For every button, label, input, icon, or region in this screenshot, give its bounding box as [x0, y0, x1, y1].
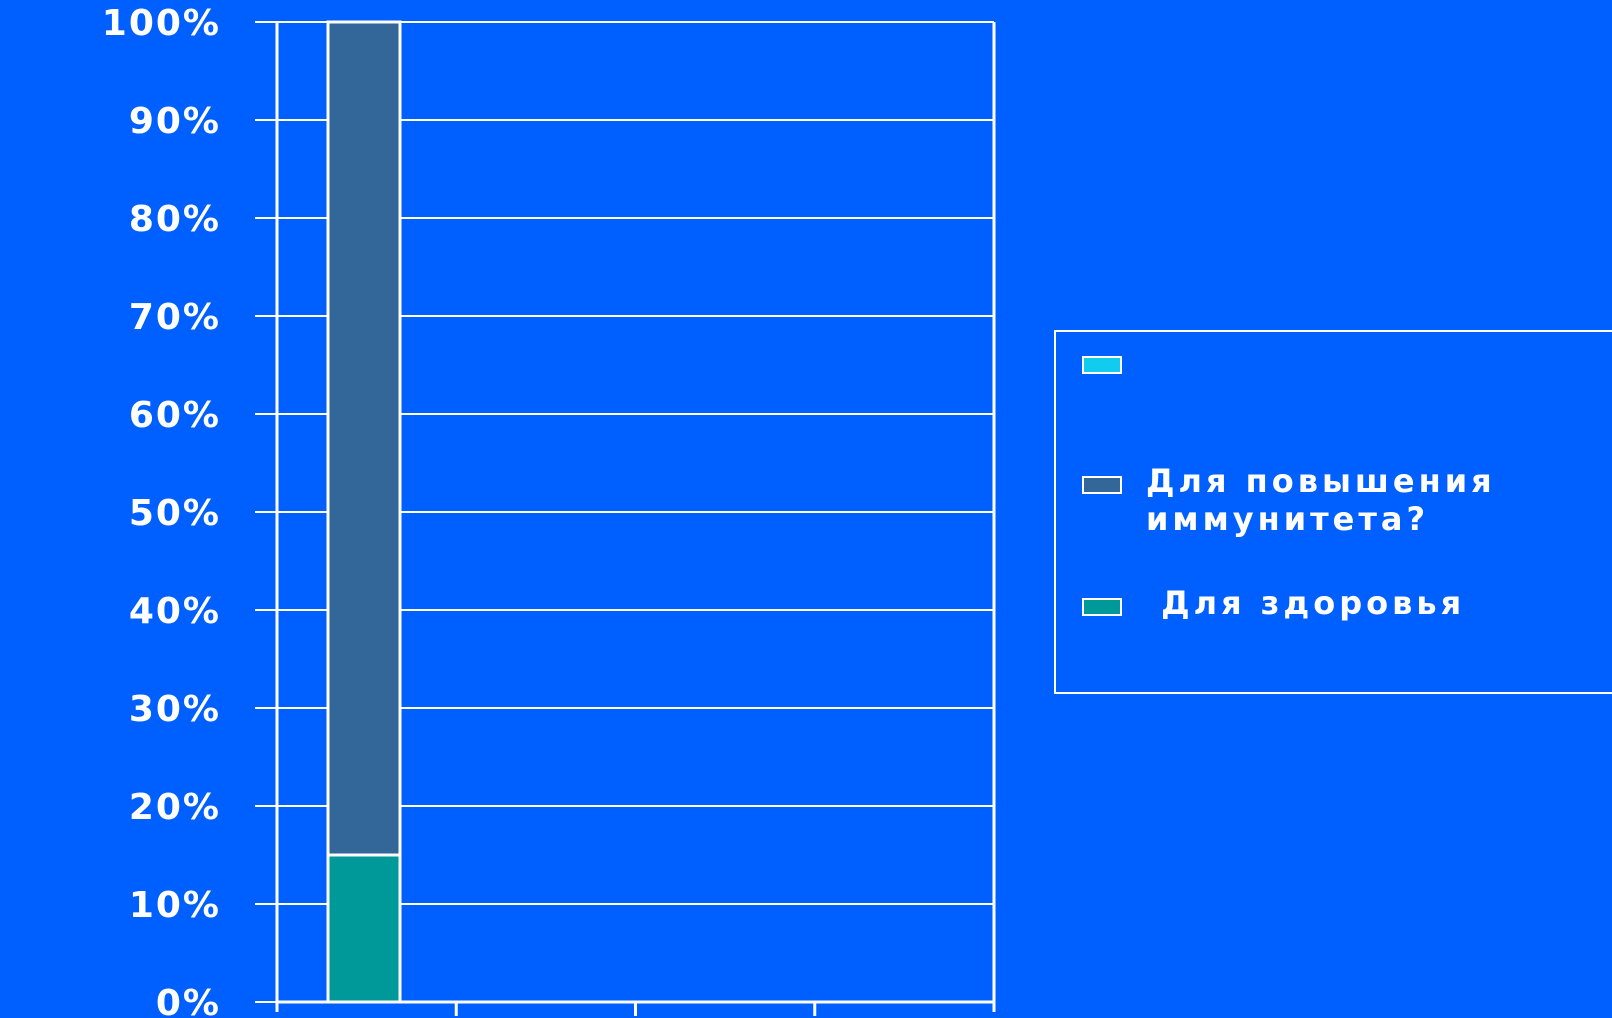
y-tick-label: 90% [129, 101, 221, 142]
bars [326, 20, 402, 1004]
legend-label-immunity: Для повышения иммунитета? [1146, 462, 1511, 538]
y-tick-label: 10% [129, 885, 221, 926]
legend-item-health: Для здоровья [1082, 584, 1586, 622]
legend-item-immunity: Для повышения иммунитета? [1082, 462, 1586, 538]
y-tick-label: 30% [129, 689, 221, 730]
y-tick-label: 20% [129, 787, 221, 828]
legend-item-series-1 [1082, 342, 1586, 374]
y-tick-labels: 0% 10% 20% 30% 40% 50% 60% 70% 80% 90% 100% [102, 3, 221, 1018]
bar-segment [326, 853, 402, 1004]
y-tick-label: 0% [156, 983, 221, 1018]
y-tick-label: 50% [129, 493, 221, 534]
legend-label-health: Для здоровья [1146, 584, 1466, 622]
legend-swatch-immunity [1082, 476, 1122, 494]
y-tick-label: 70% [129, 297, 221, 338]
y-tick-label: 80% [129, 199, 221, 240]
bar-segment [326, 20, 402, 857]
y-tick-label: 100% [102, 3, 221, 44]
legend-swatch-series-1 [1082, 356, 1122, 374]
y-tick-label: 40% [129, 591, 221, 632]
chart-legend: Для повышения иммунитета? Для здоровья [1054, 330, 1612, 694]
legend-swatch-health [1082, 598, 1122, 616]
y-tick-label: 60% [129, 395, 221, 436]
axes [255, 21, 996, 1016]
